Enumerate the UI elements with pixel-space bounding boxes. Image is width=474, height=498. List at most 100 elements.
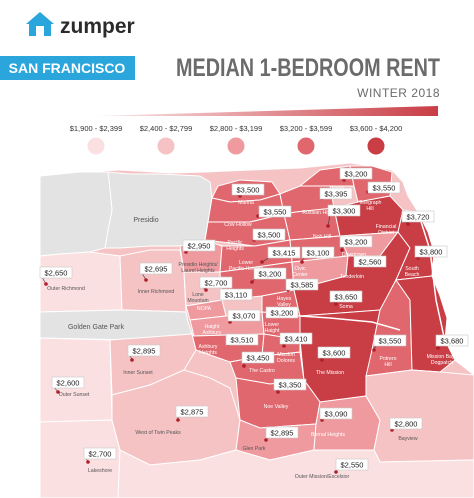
price-tag: $2,550: [341, 461, 364, 470]
location-dot: [250, 280, 254, 284]
location-dot: [372, 348, 376, 352]
neighborhood-name: Noe Valley: [264, 404, 289, 410]
price-tag-box: [241, 351, 275, 364]
location-dot: [204, 288, 208, 292]
neighborhood-name: Lower Pacific Heights: [229, 260, 264, 272]
region-bernal-heights: [313, 395, 381, 451]
marker-noe-valley: $3,350 Noe Valley: [264, 378, 307, 410]
landmark-golden-gate-park: Golden Gate Park: [68, 324, 125, 331]
price-tag: $3,585: [291, 281, 314, 290]
price-tag: $2,895: [133, 347, 156, 356]
price-tag-box: [182, 239, 216, 252]
marker-outer-richmond: $2,650 Outer Richmond: [39, 266, 85, 292]
neighborhood-name: Inner Sunset: [123, 370, 153, 376]
location-dot: [282, 344, 286, 348]
price-tag: $3,100: [307, 249, 330, 258]
price-tag: $3,680: [441, 337, 464, 346]
marker-west-of-twin-peaks: $2,875 West of Twin Peaks: [135, 405, 209, 436]
marker-civic-center: $3,100 Civic Center: [292, 246, 335, 278]
neighborhood-name: Soma: [339, 304, 353, 310]
region-outer-mission: [117, 449, 474, 498]
price-tag-box: [267, 246, 301, 259]
location-dot: [44, 282, 48, 286]
price-tag: $3,070: [233, 312, 256, 321]
price-tag: $3,550: [264, 208, 287, 217]
price-tag-box: [373, 334, 407, 347]
leader-line: [327, 214, 331, 227]
neighborhood-name: Marina: [238, 200, 254, 206]
marker-outer-sunset: $2,600 Outer Sunset: [51, 376, 90, 398]
marker-lower-haight: $3,200 Lower Haight: [265, 306, 299, 334]
price-tag: $2,895: [271, 429, 294, 438]
price-tag: $3,500: [258, 231, 281, 240]
price-tag-box: [353, 255, 387, 268]
price-tag-box: [389, 417, 423, 430]
price-tag: $3,600: [323, 349, 346, 358]
neighborhood-name: Outer Mission/Excelsior: [295, 474, 350, 480]
price-tag-box: [258, 205, 292, 218]
location-dot: [242, 364, 246, 368]
marker-potrero-hill: $3,550 Potrero Hill: [372, 334, 407, 368]
neighborhood-name: Glen Park: [242, 446, 265, 452]
price-tag: $3,200: [271, 309, 294, 318]
price-tag: $3,110: [225, 291, 247, 300]
neighborhood-name: Russian Hill: [302, 210, 329, 216]
neighborhood-name: Potrero Hill: [379, 356, 396, 368]
marker-pacific-heights: $3,500 Pacific Heights: [226, 228, 286, 252]
brand-logo: zumper: [26, 12, 135, 38]
price-tag: $3,550: [373, 184, 396, 193]
marker-mission-dolores: $3,410 Mission Dolores: [277, 332, 313, 364]
neighborhood-name: Hayes Valley: [277, 296, 292, 308]
neighborhood-name: West of Twin Peaks: [135, 430, 181, 436]
price-tag-box: [225, 333, 259, 346]
price-tag: $3,720: [407, 213, 430, 222]
price-tag: $2,800: [395, 420, 418, 429]
price-tag: $3,395: [325, 190, 348, 199]
price-tag: $3,550: [379, 337, 402, 346]
legend-gradient-bar: [96, 106, 438, 116]
legend-label: $1,900 - $2,399: [70, 124, 123, 133]
price-tag: $3,510: [231, 336, 254, 345]
marker-the-mission: $3,600 The Mission: [316, 346, 351, 376]
neighborhood-name: Bayview: [398, 436, 418, 442]
neighborhood-name: Civic Center: [292, 266, 308, 278]
price-tag-box: [265, 306, 299, 319]
legend-label: $2,800 - $3,199: [210, 124, 263, 133]
location-dot: [340, 248, 344, 252]
legend-swatch: [366, 136, 386, 156]
price-tag-box: [414, 245, 448, 258]
location-dot: [334, 470, 338, 474]
location-dot: [176, 418, 180, 422]
neighborhood-name: Telegraph Hill: [359, 200, 382, 212]
price-tag: $3,410: [285, 335, 308, 344]
location-dot: [86, 460, 90, 464]
presidio-area: [104, 171, 213, 249]
price-tag-box: [139, 262, 173, 275]
price-tag: $3,200: [345, 170, 368, 179]
location-dot: [276, 390, 280, 394]
price-tag-box: [401, 210, 435, 223]
neighborhood-name: Haight Ashbury: [202, 324, 221, 336]
marker-russian-hill: $3,395 Russian Hill: [302, 187, 353, 216]
price-tag: $3,450: [247, 354, 270, 363]
neighborhood-name: Pacific Heights: [226, 240, 244, 252]
price-tag-box: [339, 235, 373, 248]
marker-mission-bay: $3,680 Mission Bay / Dogpatch: [427, 334, 469, 366]
price-tag: $3,800: [420, 248, 443, 257]
price-tag: $3,500: [237, 186, 260, 195]
marker-outer-mission: $2,550 Outer Mission/Excelsior: [295, 458, 369, 480]
price-tag-box: [83, 447, 117, 460]
price-tag: $3,090: [325, 410, 348, 419]
neighborhood-name: Tenderloin: [340, 274, 364, 280]
marker-financial-district: $3,720 Financial District: [376, 210, 435, 236]
neighborhood-name: Mission Bay / Dogpatch: [427, 354, 458, 366]
neighborhood-name: The Castro: [249, 368, 275, 374]
house-icon: [26, 12, 54, 36]
neighborhood-name: Outer Sunset: [59, 392, 90, 398]
location-dot: [326, 224, 330, 228]
location-dot: [260, 260, 264, 264]
price-tag-box: [39, 266, 73, 279]
price-tag-box: [273, 378, 307, 391]
